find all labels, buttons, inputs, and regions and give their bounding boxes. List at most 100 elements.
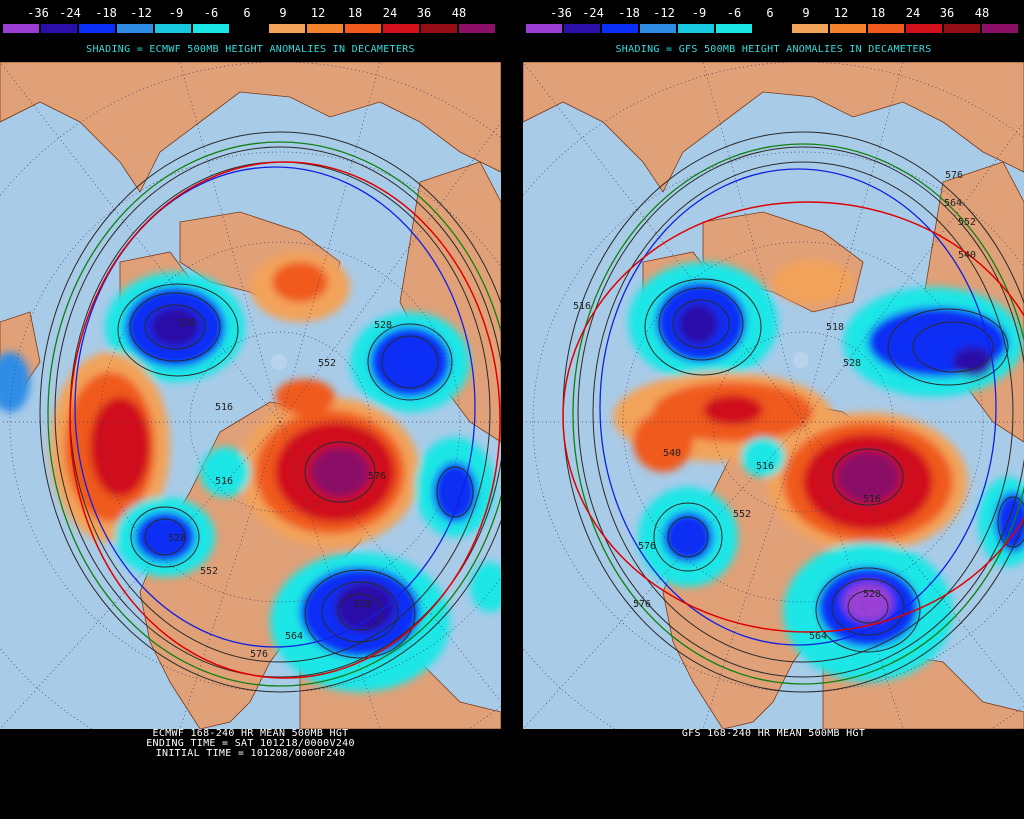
- footer-ending-time: ENDING TIME = SAT 101218/0000V240: [146, 738, 355, 749]
- contour-labels: 576 564 552 540 516 528 540 516 518 576 552 528 564 5…: [573, 170, 976, 642]
- colorbar-swatch: [943, 23, 981, 34]
- colorbar-swatch: [40, 23, 78, 34]
- colorbar-swatch: [382, 23, 420, 34]
- colorbar-swatch: [344, 23, 382, 34]
- ecmwf-map-svg: 528 516 552 528 576 564 528 576 552 528 516: [0, 62, 501, 729]
- contour-label: 518: [826, 322, 844, 333]
- height-contours: [39, 131, 501, 693]
- colorbar-swatch: [192, 23, 230, 34]
- contour-label: 528: [168, 533, 186, 544]
- contour-label: 552: [733, 509, 751, 520]
- colorbar: [0, 23, 501, 34]
- footer-initial-time: INITIAL TIME = 101208/0000F240: [155, 748, 346, 759]
- footer: GFS 168-240 HR MEAN 500MB HGT: [523, 729, 1024, 739]
- colorbar-label: 6: [243, 6, 251, 20]
- colorbar-label: 12: [310, 6, 326, 20]
- colorbar-swatch: [458, 23, 496, 34]
- colorbar-swatch: [905, 23, 943, 34]
- contour-576: [69, 161, 501, 679]
- contour-label: 564: [944, 198, 962, 209]
- contour-label: 516: [756, 461, 774, 472]
- graticule: [0, 62, 501, 729]
- colorbar-label: 24: [382, 6, 398, 20]
- contour-label: 564: [809, 631, 827, 642]
- gfs-map: 576 564 552 540 516 528 540 516 518 576 552 528 564 5…: [523, 62, 1024, 729]
- colorbar-label: 12: [833, 6, 849, 20]
- graticule: [523, 62, 1024, 729]
- colorbar-label: 24: [905, 6, 921, 20]
- contour-label: 540: [958, 250, 976, 261]
- contour-labels: 528 516 552 528 576 564 528 576 552 528 516: [168, 318, 392, 660]
- colorbar-label: -9: [168, 6, 184, 20]
- colorbar: [523, 23, 1024, 34]
- contour-label: 528: [843, 358, 861, 369]
- contour-label: 552: [200, 566, 218, 577]
- north-pole-marker: [271, 354, 287, 370]
- colorbar-swatch: [791, 23, 829, 34]
- colorbar-swatch: [981, 23, 1019, 34]
- colorbar-swatch: [563, 23, 601, 34]
- colorbar-swatch: [829, 23, 867, 34]
- colorbar-label: -24: [59, 6, 81, 20]
- contour-label: 516: [215, 476, 233, 487]
- colorbar-swatch: [230, 23, 268, 34]
- contour-label: 528: [178, 318, 196, 329]
- shading-label: SHADING = ECMWF 500MB HEIGHT ANOMALIES I…: [86, 44, 415, 55]
- colorbar-swatch: [753, 23, 791, 34]
- colorbar-label: -12: [130, 6, 152, 20]
- colorbar-label: 9: [279, 6, 287, 20]
- gfs-panel: -36 -24 -18 -12 -9 -6 6 9 12 18 24 36 48 SHADING = G…: [523, 0, 1024, 819]
- contour-label: 552: [318, 358, 336, 369]
- colorbar-swatch: [601, 23, 639, 34]
- colorbar-label: 9: [802, 6, 810, 20]
- colorbar-swatch: [677, 23, 715, 34]
- ecmwf-map: 528 516 552 528 576 564 528 576 552 528 516: [0, 62, 501, 729]
- gfs-map-svg: 576 564 552 540 516 528 540 516 518 576 552 528 564 5…: [523, 62, 1024, 729]
- colorbar-label: -36: [550, 6, 572, 20]
- colorbar-swatch: [2, 23, 40, 34]
- contour-label: 552: [958, 217, 976, 228]
- colorbar-swatch: [154, 23, 192, 34]
- contour-552: [572, 143, 1024, 685]
- contour-label: 576: [633, 599, 651, 610]
- colorbar-label: 48: [451, 6, 467, 20]
- footer: ECMWF 168-240 HR MEAN 500MB HGT ENDING T…: [0, 729, 501, 759]
- colorbar-swatch: [78, 23, 116, 34]
- ecmwf-panel: -36 -24 -18 -12 -9 -6 6 9 12 18 24 36 48 SHADING = E…: [0, 0, 501, 819]
- colorbar-swatch: [525, 23, 563, 34]
- colorbar-label: -18: [95, 6, 117, 20]
- contour-label: 564: [285, 631, 303, 642]
- footer-title: GFS 168-240 HR MEAN 500MB HGT: [681, 728, 866, 739]
- colorbar-swatch: [116, 23, 154, 34]
- contour-label: 516: [215, 402, 233, 413]
- colorbar-labels: -36 -24 -18 -12 -9 -6 6 9 12 18 24 36 48: [523, 6, 1024, 20]
- colorbar-labels: -36 -24 -18 -12 -9 -6 6 9 12 18 24 36 48: [0, 6, 501, 20]
- colorbar-label: 36: [939, 6, 955, 20]
- contour-576: [562, 201, 1024, 633]
- colorbar-label: 18: [870, 6, 886, 20]
- colorbar-label: -36: [27, 6, 49, 20]
- contour-552: [47, 141, 501, 687]
- contour-label: 576: [945, 170, 963, 181]
- contour-label: 576: [368, 471, 386, 482]
- colorbar-swatch: [639, 23, 677, 34]
- colorbar-label: -12: [653, 6, 675, 20]
- north-pole-marker: [793, 352, 809, 368]
- colorbar-label: -6: [203, 6, 219, 20]
- anomaly-shading: [0, 252, 501, 692]
- contour-528: [74, 166, 476, 648]
- colorbar-label: -18: [618, 6, 640, 20]
- colorbar-label: -6: [726, 6, 742, 20]
- contour-label: 528: [863, 589, 881, 600]
- colorbar-swatch: [268, 23, 306, 34]
- contour-label: 576: [250, 649, 268, 660]
- contour-label: 528: [354, 599, 372, 610]
- contour-label: 528: [374, 320, 392, 331]
- panel-divider: [501, 0, 523, 819]
- colorbar-label: 6: [766, 6, 774, 20]
- colorbar-swatch: [306, 23, 344, 34]
- shading-label: SHADING = GFS 500MB HEIGHT ANOMALIES IN …: [615, 44, 932, 55]
- colorbar-label: 48: [974, 6, 990, 20]
- colorbar-label: -24: [582, 6, 604, 20]
- contour-label: 516: [863, 494, 881, 505]
